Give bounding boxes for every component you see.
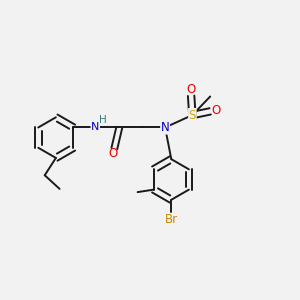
Text: S: S	[189, 109, 196, 122]
Text: Br: Br	[165, 213, 178, 226]
Text: O: O	[108, 148, 117, 160]
Text: O: O	[212, 103, 221, 117]
Text: H: H	[99, 115, 107, 124]
Text: O: O	[187, 83, 196, 96]
Text: N: N	[91, 122, 100, 132]
Text: N: N	[161, 121, 170, 134]
